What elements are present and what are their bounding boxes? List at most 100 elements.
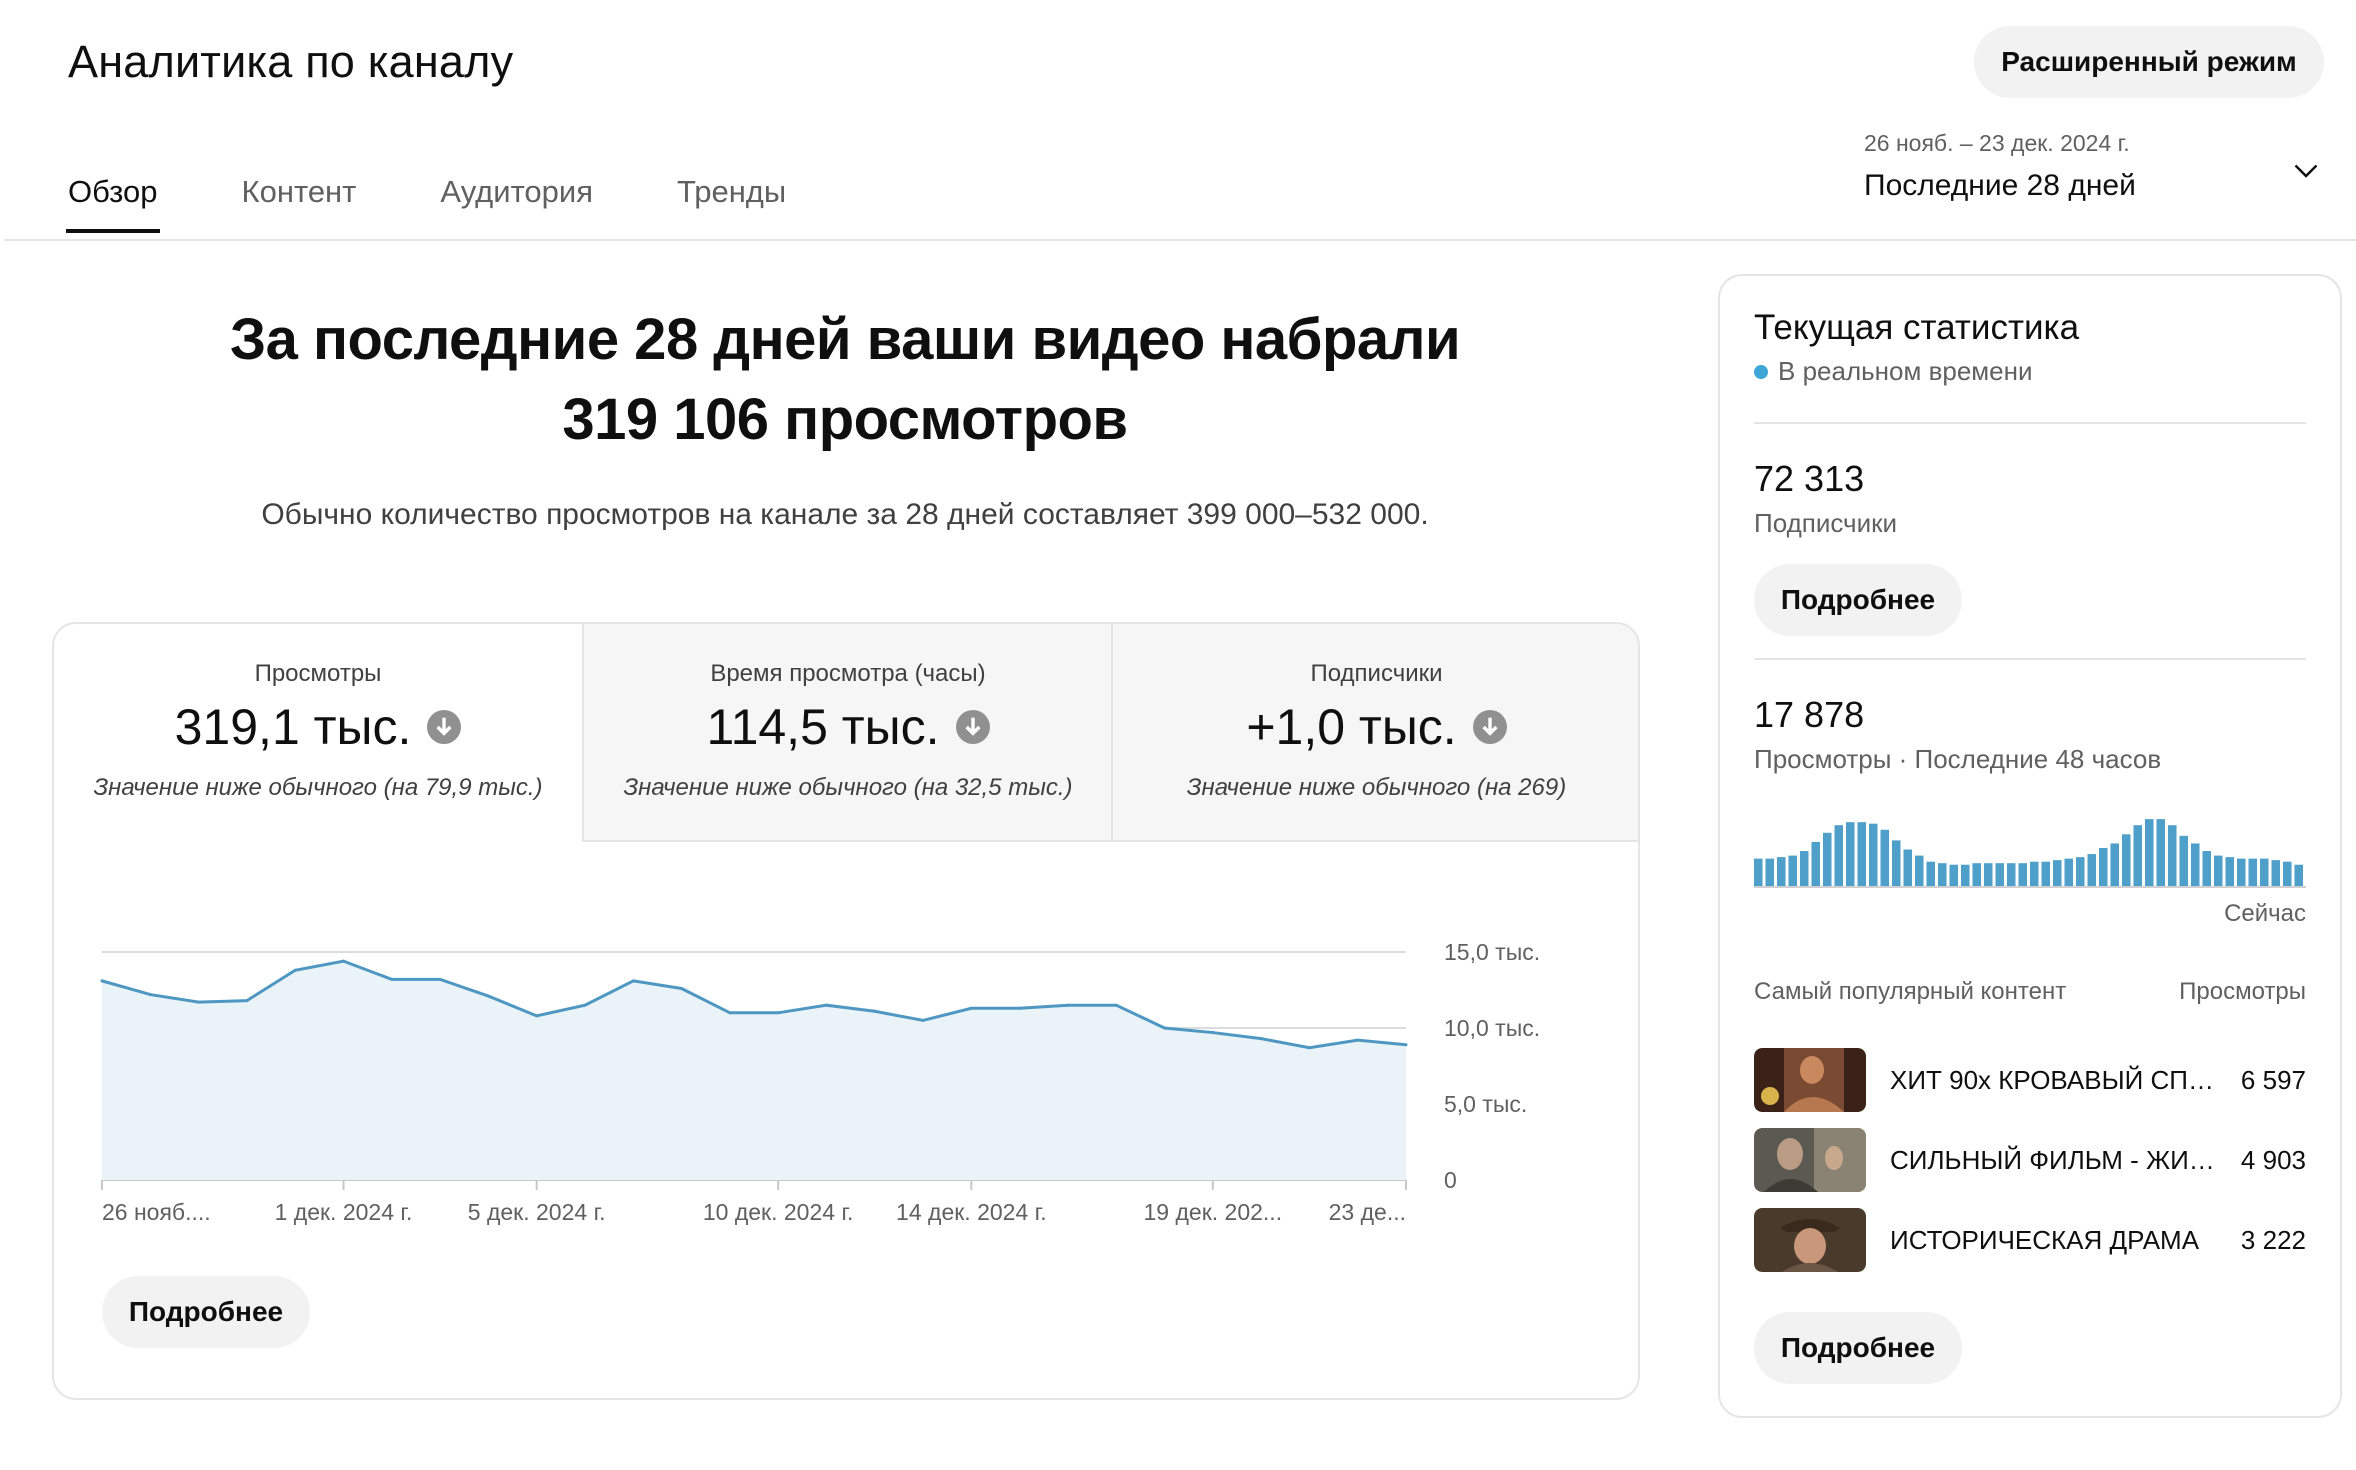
top-content-item[interactable]: ХИТ 90х КРОВАВЫЙ СПОРТ 6 597 — [1754, 1048, 2306, 1112]
views-48h-count: 17 878 — [1754, 694, 1865, 735]
realtime-bar — [2053, 860, 2062, 886]
tab-content[interactable]: Контент — [241, 174, 357, 209]
metric-tab-underline — [582, 840, 1638, 842]
summary-headline: За последние 28 дней ваши видео набрали … — [55, 300, 1635, 460]
arrow-down-circle-icon — [427, 710, 462, 744]
top-content-item-title: ИСТОРИЧЕСКАЯ ДРАМА — [1890, 1224, 2200, 1255]
top-content-header: Самый популярный контент Просмотры — [1754, 978, 2306, 1006]
metric-note: Значение ниже обычного (на 79,9 тыс.) — [93, 774, 543, 801]
views-48h-label: Просмотры · Последние 48 часов — [1754, 744, 2162, 774]
metric-label: Время просмотра (часы) — [710, 660, 986, 687]
realtime-bar — [1788, 855, 1797, 886]
data-point — [1114, 1003, 1118, 1007]
tab-audience[interactable]: Аудитория — [440, 174, 594, 209]
tab-trends[interactable]: Тренды — [677, 174, 787, 209]
metric-label: Просмотры — [254, 660, 382, 687]
arrow-down-circle-icon — [955, 710, 990, 744]
data-point — [1018, 1006, 1022, 1010]
realtime-title: Текущая статистика — [1754, 308, 2080, 347]
realtime-bar — [1949, 864, 1958, 886]
data-point — [680, 986, 684, 990]
advanced-mode-button[interactable]: Расширенный режим — [1974, 26, 2324, 98]
realtime-bar — [1754, 858, 1763, 886]
metric-value: 319,1 тыс. — [174, 699, 412, 755]
top-content-details-button[interactable]: Подробнее — [1754, 1312, 1962, 1384]
realtime-bar — [1857, 822, 1866, 886]
metric-note: Значение ниже обычного (на 269) — [1186, 774, 1567, 801]
video-thumbnail — [1754, 1128, 1866, 1192]
realtime-bar — [1846, 822, 1855, 886]
views-chart: 15,0 тыс. 10,0 тыс. 5,0 тыс. 0 26 нояб.... 1 … — [100, 939, 1540, 1225]
views-area — [102, 961, 1406, 1180]
data-point — [535, 1014, 539, 1018]
y-tick-label: 15,0 тыс. — [1444, 939, 1540, 965]
realtime-bar — [2168, 825, 2177, 886]
tab-overview[interactable]: Обзор — [66, 168, 160, 233]
realtime-bar — [2191, 843, 2200, 886]
data-point — [776, 1011, 780, 1015]
data-point — [438, 977, 442, 981]
data-point — [341, 959, 345, 963]
realtime-bar — [1995, 863, 2004, 886]
date-range-dates: 26 нояб. – 23 дек. 2024 г. — [1864, 130, 2130, 156]
data-point — [824, 1003, 828, 1007]
realtime-bar — [2064, 858, 2073, 886]
x-tick-label: 23 де... — [1329, 1199, 1406, 1225]
y-tick-label: 10,0 тыс. — [1444, 1015, 1540, 1041]
views-line — [101, 959, 1407, 1050]
chevron-down-icon — [2294, 164, 2318, 178]
realtime-bar — [1869, 823, 1878, 886]
x-tick-label: 19 дек. 202... — [1144, 1199, 1283, 1225]
arrow-down-circle-icon — [1472, 710, 1507, 744]
realtime-bar — [2202, 851, 2211, 886]
data-point — [100, 979, 104, 983]
date-range-selector[interactable]: 26 нояб. – 23 дек. 2024 г. Последние 28 … — [1864, 130, 2324, 203]
x-tick-label: 26 нояб.... — [102, 1199, 211, 1225]
realtime-bar — [1811, 841, 1820, 886]
realtime-bar — [1777, 857, 1786, 886]
metric-label: Подписчики — [1310, 660, 1443, 687]
realtime-bar — [2225, 857, 2234, 886]
top-content-title: Самый популярный контент — [1754, 978, 2067, 1005]
metrics-card: Просмотры 319,1 тыс. Значение ниже обычн… — [52, 622, 1640, 1400]
realtime-bar — [1834, 825, 1843, 886]
top-content-item-views: 6 597 — [2240, 1064, 2306, 1095]
live-dot-icon — [1754, 364, 1768, 379]
metric-tab-watch-time[interactable]: Время просмотра (часы) 114,5 тыс. Значен… — [582, 624, 1112, 840]
realtime-bar — [2156, 819, 2165, 886]
top-content-item[interactable]: СИЛЬНЫЙ ФИЛЬМ - ЖИЗНЕННАЯ ДРАМА 4 903 — [1754, 1128, 2306, 1192]
data-point — [293, 968, 297, 972]
x-tick-label: 1 дек. 2024 г. — [275, 1199, 413, 1225]
subscribers-details-button[interactable]: Подробнее — [1754, 564, 1962, 636]
realtime-bar — [2237, 858, 2246, 886]
data-point — [631, 979, 635, 983]
data-point — [1356, 1038, 1360, 1042]
realtime-status-label: В реальном времени — [1778, 356, 2033, 386]
metric-tab-subscribers[interactable]: Подписчики +1,0 тыс. Значение ниже обычн… — [1111, 624, 1638, 840]
data-point — [873, 1009, 877, 1013]
now-label: Сейчас — [2224, 900, 2306, 927]
realtime-bar — [1765, 858, 1774, 886]
realtime-bar — [1926, 861, 1935, 886]
y-tick-label: 5,0 тыс. — [1444, 1091, 1527, 1117]
date-range-label: Последние 28 дней — [1864, 169, 2136, 202]
realtime-bar — [2076, 857, 2085, 886]
metric-tab-views[interactable]: Просмотры 319,1 тыс. Значение ниже обычн… — [54, 624, 582, 840]
realtime-bar — [2041, 861, 2050, 886]
realtime-bar — [2018, 863, 2027, 886]
data-point — [486, 994, 490, 998]
realtime-bar — [2099, 848, 2108, 886]
realtime-bar — [2145, 819, 2154, 886]
top-content-item[interactable]: ИСТОРИЧЕСКАЯ ДРАМА 3 222 — [1754, 1208, 2306, 1272]
realtime-bar — [2248, 858, 2257, 886]
subscribers-label: Подписчики — [1754, 508, 1898, 538]
realtime-bar — [2007, 863, 2016, 886]
realtime-bar — [2283, 861, 2292, 886]
realtime-bar — [1800, 851, 1809, 886]
realtime-bar — [1880, 829, 1889, 886]
data-point — [197, 1000, 201, 1004]
realtime-bar — [1938, 863, 1947, 886]
data-point — [390, 977, 394, 981]
details-button[interactable]: Подробнее — [102, 1276, 310, 1348]
summary-subline: Обычно количество просмотров на канале з… — [261, 498, 1429, 531]
